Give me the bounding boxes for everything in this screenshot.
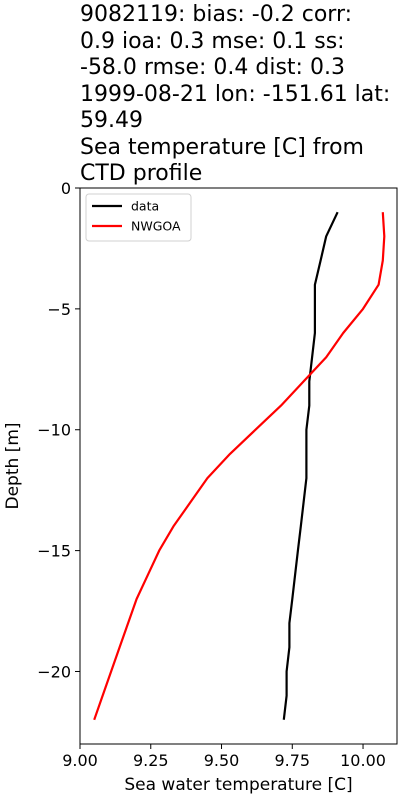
- axes-frame: [79, 187, 398, 745]
- title-line-6: Sea temperature [C] from: [80, 134, 364, 160]
- series-layer: [93, 211, 386, 721]
- series-line-nwgoa: [93, 212, 386, 721]
- title-line-1: 9082119: bias: -0.2 corr:: [80, 2, 353, 27]
- title-line-3: -58.0 rmse: 0.4 dist: 0.3: [80, 55, 345, 80]
- x-tick-label: 9.25: [133, 751, 169, 770]
- title-line-4: 1999-08-21 lon: -151.61 lat:: [80, 81, 391, 107]
- x-tick-label: 10.00: [340, 751, 386, 770]
- series-line-data: [282, 211, 339, 720]
- y-tick-label: −20: [37, 662, 71, 681]
- y-tick-label: 0: [61, 179, 71, 198]
- title-line-5: 59.49: [80, 108, 143, 133]
- x-tick-label: 9.00: [62, 751, 98, 770]
- y-tick-label: −10: [37, 421, 71, 440]
- x-axis-label: Sea water temperature [C]: [124, 775, 352, 795]
- y-axis: 0 −5 −10 −15 −20: [37, 179, 80, 681]
- title-line-2: 0.9 ioa: 0.3 mse: 0.1 ss:: [80, 28, 345, 54]
- y-tick-label: −15: [37, 542, 71, 561]
- legend-label: NWGOA: [131, 219, 181, 234]
- y-tick-label: −5: [47, 300, 71, 319]
- x-tick-label: 9.75: [274, 751, 310, 770]
- legend-label: data: [131, 199, 159, 214]
- title-line-7: CTD profile: [80, 161, 203, 186]
- legend: data NWGOA: [85, 193, 192, 242]
- x-tick-label: 9.50: [204, 751, 240, 770]
- x-axis: 9.00 9.25 9.50 9.75 10.00: [62, 744, 386, 770]
- chart-title: 9082119: bias: -0.2 corr: 0.9 ioa: 0.3 m…: [80, 2, 398, 188]
- y-axis-label: Depth [m]: [3, 422, 23, 509]
